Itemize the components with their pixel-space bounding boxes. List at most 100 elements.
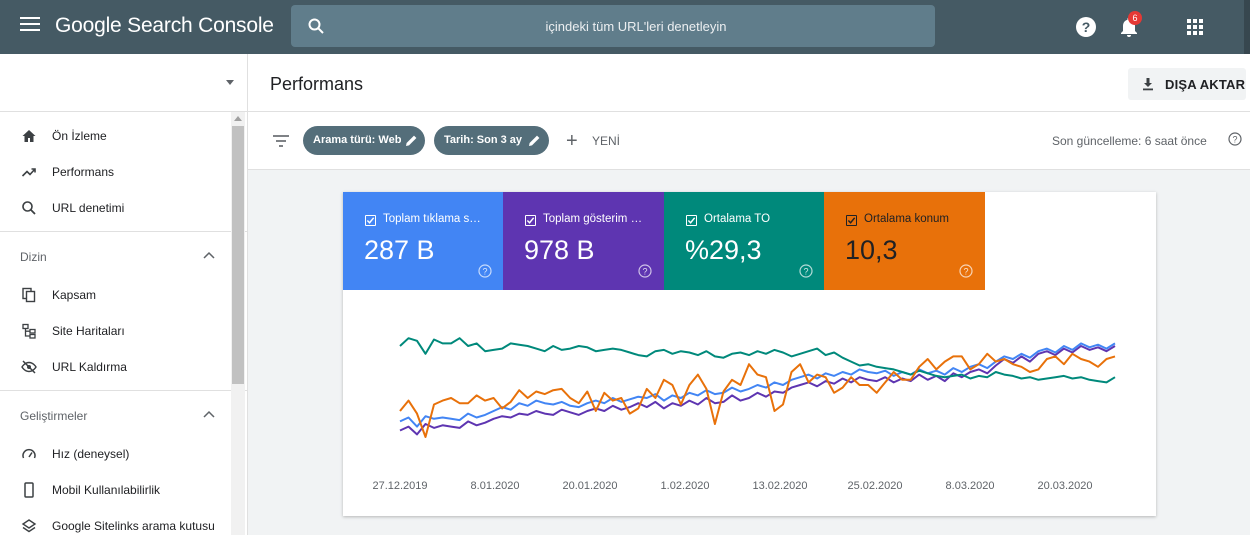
app-title[interactable]: Google Search Console xyxy=(55,14,274,37)
help-outline-icon[interactable]: ? xyxy=(799,264,813,278)
menu-icon[interactable] xyxy=(20,17,40,37)
pencil-icon[interactable] xyxy=(405,134,418,147)
metric-value: 287 B xyxy=(364,235,435,265)
metric-label: Toplam gösterim sayısı xyxy=(543,213,643,225)
sidebar-item-removals[interactable]: URL Kaldırma xyxy=(0,349,247,385)
series-line-1[interactable] xyxy=(399,342,1116,428)
svg-text:?: ? xyxy=(642,267,647,277)
x-tick-label: 8.03.2020 xyxy=(946,480,995,492)
help-outline-icon[interactable]: ? xyxy=(1228,132,1242,146)
sidebar-item-overview[interactable]: Ön İzleme xyxy=(0,118,247,154)
sidebar-item-label: Mobil Kullanılabilirlik xyxy=(52,483,161,497)
checkbox-checked-icon[interactable] xyxy=(846,215,857,226)
last-update-text: Son güncelleme: 6 saat önce xyxy=(1052,134,1207,148)
sidebar-item-label: Performans xyxy=(52,165,115,179)
x-tick-label: 8.01.2020 xyxy=(471,480,520,492)
svg-text:?: ? xyxy=(1082,19,1091,35)
apps-grid-icon[interactable] xyxy=(1183,15,1207,39)
metric-value: 978 B xyxy=(524,235,595,265)
sidebar-item-label: Ön İzleme xyxy=(52,129,107,143)
help-icon[interactable]: ? xyxy=(1074,15,1098,39)
top-app-bar: Google Search Console ? 6 xyxy=(0,0,1250,54)
performance-card: Toplam tıklama sayısı 287 B ? Toplam gös… xyxy=(343,192,1156,516)
sidebar-item-coverage[interactable]: Kapsam xyxy=(0,277,247,313)
filter-icon[interactable] xyxy=(272,133,290,149)
pencil-icon[interactable] xyxy=(528,134,541,147)
chevron-up-icon xyxy=(203,251,215,259)
sidebar-item-label: Kapsam xyxy=(52,288,97,302)
url-inspection-search[interactable] xyxy=(291,5,935,47)
sidebar-item-label: URL denetimi xyxy=(52,201,125,215)
svg-text:?: ? xyxy=(963,267,968,277)
search-icon xyxy=(22,201,36,215)
download-icon xyxy=(1143,78,1153,91)
chip-label: Tarih: Son 3 ay xyxy=(444,134,523,146)
search-icon xyxy=(308,18,324,34)
metric-total-clicks[interactable]: Toplam tıklama sayısı 287 B ? xyxy=(343,192,503,290)
x-tick-label: 27.12.2019 xyxy=(372,480,427,492)
trending-icon xyxy=(21,168,36,177)
search-type-chip[interactable]: Arama türü: Web xyxy=(303,126,425,155)
sitemap-icon xyxy=(22,323,36,339)
metric-label: Ortalama konum xyxy=(864,213,950,225)
chip-label: Arama türü: Web xyxy=(313,134,402,146)
copy-icon xyxy=(22,287,36,303)
series-line-4[interactable] xyxy=(399,352,1116,438)
search-input[interactable] xyxy=(351,5,921,47)
sidebar-item-label: Google Sitelinks arama kutusu xyxy=(52,519,215,533)
svg-text:?: ? xyxy=(1232,135,1237,145)
sidebar-item-label: Site Haritaları xyxy=(52,324,125,338)
x-tick-label: 13.02.2020 xyxy=(752,480,807,492)
checkbox-checked-icon[interactable] xyxy=(365,215,376,226)
property-selector[interactable] xyxy=(0,54,247,112)
help-outline-icon[interactable]: ? xyxy=(959,264,973,278)
date-chip[interactable]: Tarih: Son 3 ay xyxy=(434,126,549,155)
sidebar-item-url-inspection[interactable]: URL denetimi xyxy=(0,190,247,226)
sidebar-scrollbar-thumb[interactable] xyxy=(232,126,244,384)
sidebar-item-speed[interactable]: Hız (deneysel) xyxy=(0,436,247,472)
section-enhancements[interactable]: Geliştirmeler xyxy=(0,390,247,436)
metric-label: Ortalama TO xyxy=(704,213,771,225)
series-line-2[interactable] xyxy=(399,345,1116,436)
x-tick-label: 20.01.2020 xyxy=(562,480,617,492)
plus-icon: + xyxy=(566,130,578,152)
series-line-3[interactable] xyxy=(399,337,1116,384)
checkbox-checked-icon[interactable] xyxy=(525,215,536,226)
phone-icon xyxy=(24,482,34,498)
sidebar-item-sitelinks-searchbox[interactable]: Google Sitelinks arama kutusu xyxy=(0,508,247,535)
section-index[interactable]: Dizin xyxy=(0,231,247,277)
chevron-up-icon xyxy=(203,410,215,418)
x-tick-label: 20.03.2020 xyxy=(1037,480,1092,492)
scroll-up-arrow-icon[interactable] xyxy=(234,116,242,121)
filter-bar: Arama türü: Web Tarih: Son 3 ay + YENİ S… xyxy=(248,112,1250,170)
x-tick-label: 25.02.2020 xyxy=(847,480,902,492)
section-title: Geliştirmeler xyxy=(20,409,88,423)
export-button[interactable]: DIŞA AKTAR xyxy=(1128,68,1246,100)
metric-average-position[interactable]: Ortalama konum 10,3 ? xyxy=(824,192,985,290)
help-outline-icon[interactable]: ? xyxy=(638,264,652,278)
sidebar-item-mobile-usability[interactable]: Mobil Kullanılabilirlik xyxy=(0,472,247,508)
eye-off-icon xyxy=(21,360,37,374)
svg-text:?: ? xyxy=(803,267,808,277)
layers-icon xyxy=(21,519,37,533)
checkbox-checked-icon[interactable] xyxy=(686,215,697,226)
sidebar-item-label: URL Kaldırma xyxy=(52,360,127,374)
sidebar-item-performance[interactable]: Performans xyxy=(0,154,247,190)
svg-text:?: ? xyxy=(482,267,487,277)
metric-average-ctr[interactable]: Ortalama TO %29,3 ? xyxy=(664,192,824,290)
metric-total-impressions[interactable]: Toplam gösterim sayısı 978 B ? xyxy=(503,192,664,290)
metric-label: Toplam tıklama sayısı xyxy=(383,213,483,225)
performance-chart[interactable]: 27.12.2019 8.01.2020 20.01.2020 1.02.2020 13… xyxy=(343,290,1156,516)
sidebar-item-sitemaps[interactable]: Site Haritaları xyxy=(0,313,247,349)
section-title: Dizin xyxy=(20,250,47,264)
sidebar: Ön İzleme Performans URL denetimi Dizin … xyxy=(0,54,248,535)
x-tick-label: 1.02.2020 xyxy=(661,480,710,492)
topbar-edge xyxy=(1244,0,1250,54)
caret-down-icon xyxy=(226,80,234,85)
page-header: Performans DIŞA AKTAR xyxy=(248,54,1250,112)
help-outline-icon[interactable]: ? xyxy=(478,264,492,278)
new-filter-label: YENİ xyxy=(592,134,621,148)
export-label: DIŞA AKTAR xyxy=(1165,77,1246,92)
metric-value: %29,3 xyxy=(685,235,762,265)
sidebar-item-label: Hız (deneysel) xyxy=(52,447,130,461)
